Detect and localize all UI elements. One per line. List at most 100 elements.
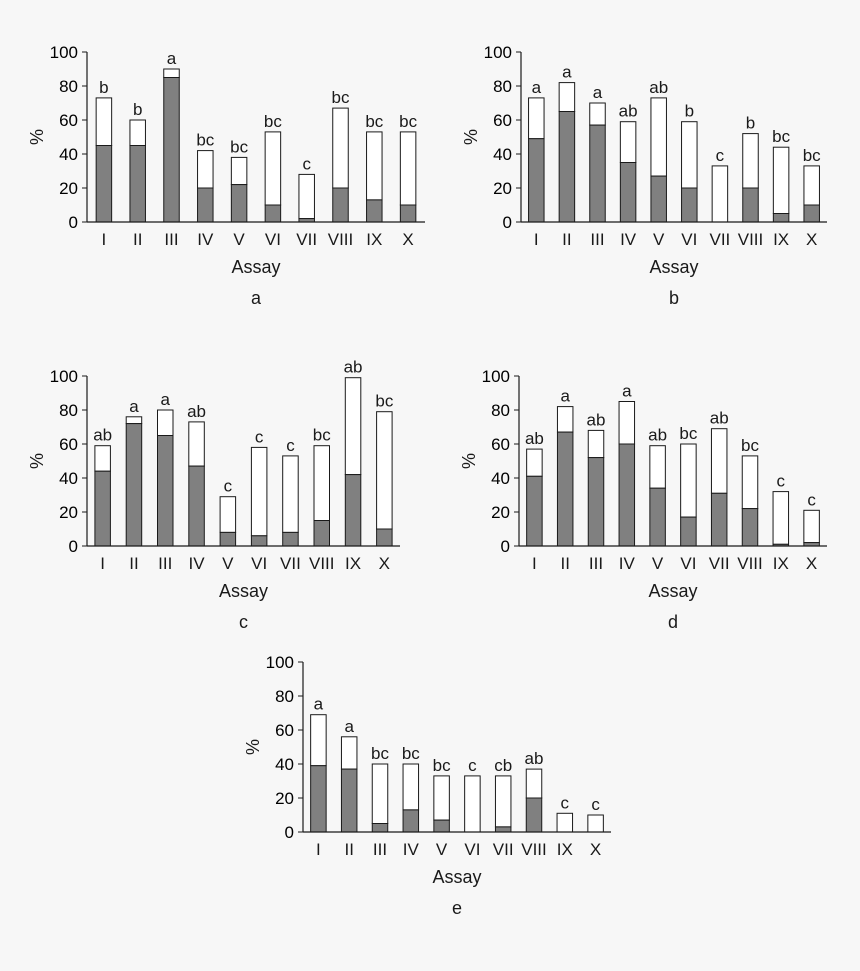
bar-upper-segment	[366, 131, 383, 201]
panel-label: a	[251, 288, 262, 308]
x-tick-label: VI	[464, 840, 480, 859]
bar-lower-segment	[310, 765, 327, 833]
panel-label: b	[669, 288, 679, 308]
y-axis-title: %	[27, 453, 47, 469]
x-tick-label: VIII	[309, 554, 335, 573]
bar-upper-segment	[313, 445, 330, 522]
panel-label: c	[239, 612, 248, 632]
bar-upper-segment	[558, 82, 576, 112]
bar-lower-segment	[366, 199, 383, 223]
bar-lower-segment	[650, 175, 667, 223]
significance-letter: a	[167, 49, 177, 68]
x-tick-label: IX	[773, 230, 789, 249]
significance-letter: ab	[648, 426, 667, 445]
bar-upper-segment	[803, 509, 820, 544]
panel-label: e	[452, 898, 462, 918]
bar-upper-segment	[332, 107, 349, 189]
x-tick-label: IV	[189, 554, 206, 573]
panel-label: d	[668, 612, 678, 632]
x-tick-label: III	[373, 840, 387, 859]
significance-letter: bc	[332, 88, 350, 107]
bar-lower-segment	[332, 187, 349, 223]
bar-upper-segment	[219, 496, 237, 533]
bar-upper-segment	[94, 445, 111, 472]
significance-letter: a	[161, 390, 171, 409]
bar-upper-segment	[433, 775, 450, 821]
bar-upper-segment	[197, 150, 214, 189]
bar-lower-segment	[264, 204, 282, 223]
panel-c: 0 20 40 60 80 100 ab Ia II a III ab IV c Vc VI c VII bc VII…	[27, 358, 400, 632]
significance-letter: b	[685, 102, 694, 121]
y-tick-label: 40	[493, 145, 512, 164]
significance-letter: c	[302, 154, 311, 173]
x-tick-label: IX	[557, 840, 573, 859]
bar-lower-segment	[649, 487, 666, 547]
x-tick-label: VII	[296, 230, 317, 249]
bar-lower-segment	[680, 516, 697, 547]
bar-upper-segment	[340, 736, 358, 770]
significance-letter: bc	[264, 112, 282, 131]
bar-upper-segment	[589, 102, 606, 126]
significance-letter: bc	[741, 436, 759, 455]
x-tick-label: I	[534, 230, 539, 249]
bar-lower-segment	[399, 204, 417, 223]
bar-upper-segment	[619, 121, 637, 163]
bar-lower-segment	[129, 145, 146, 223]
significance-letter: ab	[649, 78, 668, 97]
x-tick-label: II	[133, 230, 142, 249]
bar-upper-segment	[680, 443, 697, 518]
panel-d: 0 20 40 60 80 100 ab Ia II ab III a IV ab Vbc VI ab VII bc…	[459, 367, 827, 632]
bar-upper-segment	[494, 775, 512, 828]
x-tick-label: VIII	[737, 554, 763, 573]
y-tick-label: 100	[266, 653, 294, 672]
y-tick-label: 0	[285, 823, 294, 842]
bar-lower-segment	[525, 797, 543, 833]
x-axis-title: Assay	[649, 257, 698, 277]
x-tick-label: VIII	[328, 230, 354, 249]
x-tick-label: VI	[265, 230, 281, 249]
x-axis-title: Assay	[648, 581, 697, 601]
significance-letter: ab	[710, 409, 729, 428]
significance-letter: c	[224, 477, 233, 496]
x-tick-label: IV	[403, 840, 420, 859]
y-tick-label: 40	[59, 145, 78, 164]
significance-letter: c	[561, 793, 570, 812]
bar-upper-segment	[556, 406, 574, 433]
bar-upper-segment	[525, 768, 543, 799]
significance-letter: ab	[525, 429, 544, 448]
y-tick-label: 100	[50, 43, 78, 62]
bar-upper-segment	[298, 173, 315, 220]
bar-upper-segment	[464, 775, 481, 833]
y-tick-label: 60	[59, 435, 78, 454]
y-tick-label: 80	[493, 77, 512, 96]
bar-lower-segment	[95, 145, 113, 223]
bar-upper-segment	[528, 97, 545, 140]
significance-letter: bc	[399, 112, 417, 131]
bar-upper-segment	[163, 68, 180, 78]
significance-letter: bc	[402, 744, 420, 763]
x-tick-label: III	[164, 230, 178, 249]
x-tick-label: I	[316, 840, 321, 859]
panel-e: 0 20 40 60 80 100 a Ia II bc III bc IV bc Vc VI cb VII ab V…	[243, 653, 611, 918]
bar-upper-segment	[618, 401, 636, 445]
bar-upper-segment	[681, 121, 698, 189]
y-tick-label: 0	[501, 537, 510, 556]
x-tick-label: I	[532, 554, 537, 573]
significance-letter: ab	[187, 402, 206, 421]
x-tick-label: III	[590, 230, 604, 249]
y-tick-label: 80	[59, 401, 78, 420]
bar-upper-segment	[129, 119, 146, 146]
y-tick-label: 20	[275, 789, 294, 808]
significance-letter: c	[591, 795, 600, 814]
significance-letter: bc	[433, 756, 451, 775]
significance-letter: a	[622, 382, 632, 401]
x-tick-label: X	[590, 840, 601, 859]
bar-lower-segment	[94, 470, 111, 547]
significance-letter: ab	[93, 426, 112, 445]
significance-letter: a	[129, 397, 139, 416]
y-tick-label: 60	[491, 435, 510, 454]
bar-lower-segment	[230, 184, 248, 223]
y-tick-label: 40	[59, 469, 78, 488]
bar-lower-segment	[282, 531, 299, 547]
y-tick-label: 20	[59, 179, 78, 198]
